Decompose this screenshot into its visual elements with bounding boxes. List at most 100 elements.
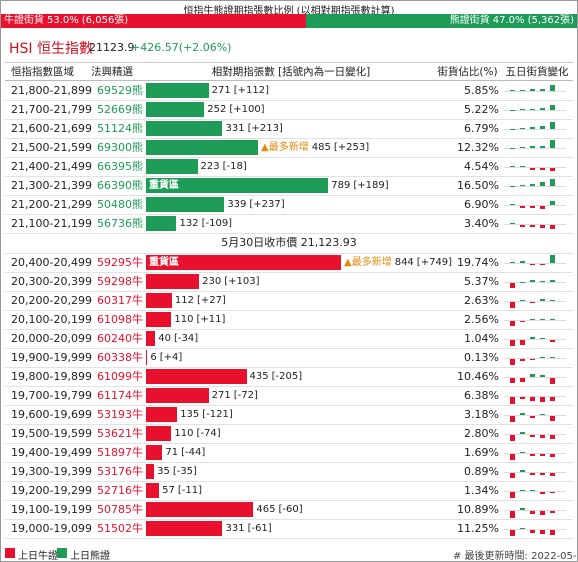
count-bar (146, 196, 225, 212)
five-day-bar (540, 397, 545, 402)
legend-bear: 上日熊證 (70, 551, 110, 562)
five-day-chart (502, 501, 572, 519)
code[interactable]: 51124熊 (97, 122, 143, 135)
five-day-bar (520, 508, 525, 510)
five-day-bar (520, 470, 525, 472)
code[interactable]: 69300熊 (97, 141, 143, 154)
change: [+112] (233, 85, 269, 96)
change: [-35] (172, 466, 197, 477)
code[interactable]: 52716牛 (97, 484, 143, 497)
count-cell: 112 [+27] (146, 292, 436, 310)
baseline (504, 510, 566, 511)
column-header: 法興精選 (91, 66, 133, 78)
table-row: 20,100-20,199 61098牛 110 [+11] 2.56% (5, 311, 573, 330)
five-day-bar (530, 397, 535, 401)
table-row: 19,000-19,099 51502牛 331 [-61] 11.25% (5, 520, 573, 539)
five-day-bar (530, 319, 535, 320)
baseline (504, 491, 566, 492)
five-day-chart (502, 215, 572, 233)
count-cell: 465 [-60] (146, 501, 436, 519)
code[interactable]: 60240牛 (97, 332, 143, 345)
five-day-bar (540, 511, 545, 515)
five-day-bar (510, 340, 515, 346)
share: 10.46% (457, 370, 499, 383)
range: 21,400-21,499 (11, 160, 92, 173)
code[interactable]: 53621牛 (97, 427, 143, 440)
count-cell: 223 [-18] (146, 158, 436, 176)
five-day-bar (530, 302, 535, 303)
five-day-bar (550, 140, 555, 148)
code[interactable]: 69529熊 (97, 84, 143, 97)
five-day-chart (502, 482, 572, 500)
code[interactable]: 60338牛 (97, 351, 143, 364)
change: [+237] (249, 199, 285, 210)
count-bar (146, 425, 172, 441)
code[interactable]: 59295牛 (97, 256, 143, 269)
range: 19,400-19,499 (11, 446, 92, 459)
bull-share: 牛證街貨 53.0% (6,056張) (1, 14, 307, 28)
code[interactable]: 61099牛 (97, 370, 143, 383)
share: 3.18% (464, 408, 499, 421)
table-row: 19,200-19,299 52716牛 57 [-11] 1.34% (5, 482, 573, 501)
five-day-bar (550, 168, 555, 172)
table-row: 21,200-21,299 50480熊 339 [+237] 6.90% (5, 196, 573, 215)
five-day-bar (530, 454, 535, 456)
count-cell: 6 [+4] (146, 349, 436, 367)
change: [-18] (222, 161, 247, 172)
five-day-bar (550, 279, 555, 282)
code[interactable]: 61174牛 (97, 389, 143, 402)
code[interactable]: 56736熊 (97, 217, 143, 230)
range: 21,700-21,799 (11, 103, 92, 116)
five-day-bar (530, 89, 535, 91)
share: 5.85% (464, 84, 499, 97)
share: 2.63% (464, 294, 499, 307)
five-day-bar (510, 435, 515, 442)
count-bar (146, 463, 155, 479)
code[interactable]: 53176牛 (97, 465, 143, 478)
count: 112 (174, 295, 194, 306)
range: 19,900-19,999 (11, 351, 92, 364)
five-day-bar (510, 223, 515, 224)
table-row: 20,300-20,399 59298牛 230 [+103] 5.37% (5, 273, 573, 292)
range: 19,000-19,099 (11, 522, 92, 535)
bear-count: (5,362張) (527, 15, 574, 26)
share: 2.80% (464, 427, 499, 440)
five-day-bar (540, 281, 545, 282)
count-cell: 135 [-121] (146, 406, 436, 424)
five-day-chart (502, 311, 572, 329)
baseline (504, 129, 566, 130)
code[interactable]: 50785牛 (97, 503, 143, 516)
table-row: 19,300-19,399 53176牛 35 [-35] 0.89% (5, 463, 573, 482)
code[interactable]: 59298牛 (97, 275, 143, 288)
five-day-bar (530, 511, 535, 515)
code[interactable]: 66395熊 (97, 160, 143, 173)
five-day-bar (540, 168, 545, 171)
five-day-bar (540, 264, 545, 265)
five-day-bar (520, 452, 525, 453)
code[interactable]: 51502牛 (97, 522, 143, 535)
column-header: 恒指指數區域 (11, 66, 74, 78)
count: 71 (165, 447, 179, 458)
count-cell: 110 [-74] (146, 425, 436, 443)
count-bar (146, 101, 205, 117)
five-day-bar (530, 473, 535, 475)
range: 21,500-21,599 (11, 141, 92, 154)
change: [+4] (159, 352, 183, 363)
code[interactable]: 50480熊 (97, 198, 143, 211)
five-day-bar (550, 454, 555, 458)
count-cell: 40 [-34] (146, 330, 436, 348)
five-day-bar (520, 490, 525, 491)
five-day-bar (540, 299, 545, 301)
code[interactable]: 60317牛 (97, 294, 143, 307)
code[interactable]: 52669熊 (97, 103, 143, 116)
count-bar (146, 406, 178, 422)
five-day-bar (530, 206, 535, 209)
code[interactable]: 66390熊 (97, 179, 143, 192)
code[interactable]: 61098牛 (97, 313, 143, 326)
change: [-44] (181, 447, 206, 458)
code[interactable]: 53193牛 (97, 408, 143, 421)
five-day-bar (540, 357, 545, 358)
code[interactable]: 51897牛 (97, 446, 143, 459)
